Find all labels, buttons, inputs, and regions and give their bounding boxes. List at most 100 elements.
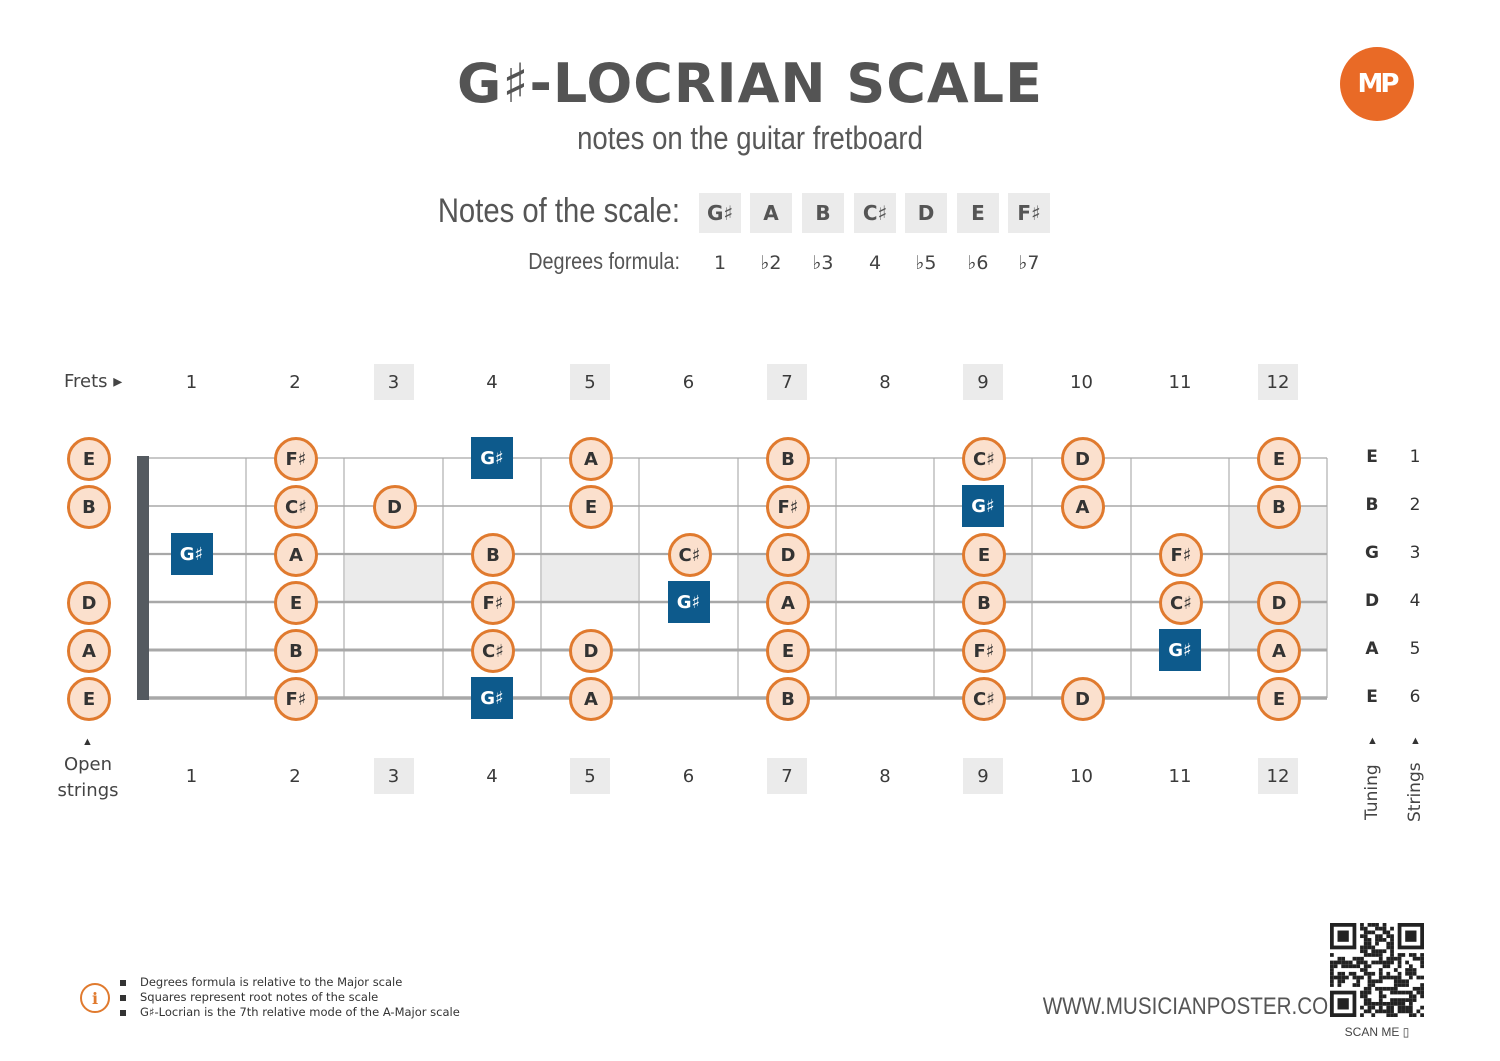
qr-module bbox=[1367, 971, 1372, 976]
fret-number: 11 bbox=[1168, 371, 1192, 393]
qr-module bbox=[1397, 956, 1402, 961]
qr-module bbox=[1397, 983, 1402, 987]
qr-module bbox=[1401, 1009, 1406, 1014]
qr-module bbox=[1408, 953, 1413, 957]
scale-note-circle: F♯ bbox=[274, 437, 318, 481]
qr-module bbox=[1382, 986, 1387, 991]
qr-module bbox=[1390, 1001, 1394, 1006]
scale-note-circle: B bbox=[766, 437, 810, 481]
qr-module bbox=[1375, 934, 1379, 939]
scale-note-circle: C♯ bbox=[962, 437, 1006, 481]
qr-module bbox=[1360, 990, 1364, 995]
qr-module bbox=[1390, 990, 1394, 995]
qr-module bbox=[1420, 983, 1424, 987]
qr-module bbox=[1397, 953, 1402, 957]
scale-note-circle: F♯ bbox=[1159, 533, 1203, 577]
qr-module bbox=[1390, 998, 1394, 1002]
qr-code[interactable] bbox=[1330, 923, 1424, 1017]
scale-note-circle: A bbox=[569, 437, 613, 481]
website-link[interactable]: WWW.MUSICIANPOSTER.COM bbox=[1042, 993, 1346, 1020]
qr-module bbox=[1360, 1005, 1364, 1010]
inlay-marker bbox=[1229, 506, 1327, 650]
qr-module bbox=[1367, 990, 1372, 995]
qr-module bbox=[1363, 945, 1368, 950]
qr-module bbox=[1348, 960, 1353, 965]
qr-module bbox=[1382, 1001, 1387, 1006]
qr-module bbox=[1382, 938, 1387, 942]
qr-module bbox=[1367, 983, 1372, 987]
qr-module bbox=[1378, 986, 1383, 991]
scale-note-box: B bbox=[802, 193, 844, 233]
qr-module bbox=[1375, 960, 1379, 965]
qr-module bbox=[1378, 953, 1383, 957]
qr-module bbox=[1382, 975, 1387, 980]
qr-module bbox=[1375, 938, 1379, 942]
open-strings-line-1: Open bbox=[63, 754, 113, 775]
fret-number: 7 bbox=[767, 364, 807, 400]
qr-module bbox=[1405, 990, 1409, 995]
qr-module bbox=[1337, 979, 1342, 984]
notes-of-scale-label: Notes of the scale: bbox=[437, 192, 680, 230]
qr-module bbox=[1378, 971, 1383, 976]
qr-module bbox=[1416, 975, 1421, 980]
qr-module bbox=[1420, 1013, 1424, 1017]
fret-number: 3 bbox=[373, 758, 414, 794]
qr-module bbox=[1390, 945, 1394, 950]
string-tuning: G bbox=[1365, 543, 1379, 563]
qr-module bbox=[1330, 975, 1334, 980]
scale-note-circle: D bbox=[67, 581, 111, 625]
qr-module bbox=[1386, 971, 1391, 976]
qr-module bbox=[1408, 1001, 1413, 1006]
qr-module bbox=[1393, 956, 1398, 961]
qr-module bbox=[1363, 926, 1368, 931]
qr-module bbox=[1378, 968, 1383, 972]
qr-module bbox=[1363, 1009, 1368, 1014]
qr-module bbox=[1386, 1005, 1391, 1010]
root-note-square: G♯ bbox=[471, 437, 513, 479]
fret-number: 10 bbox=[1070, 765, 1093, 787]
scale-note-circle: D bbox=[372, 485, 417, 529]
qr-module bbox=[1345, 964, 1349, 969]
qr-module bbox=[1393, 968, 1398, 972]
qr-module bbox=[1363, 960, 1368, 965]
qr-module bbox=[1367, 1001, 1372, 1006]
qr-module bbox=[1371, 979, 1376, 984]
qr-module bbox=[1360, 968, 1364, 972]
qr-module bbox=[1393, 986, 1398, 991]
qr-module bbox=[1371, 953, 1376, 957]
open-strings-label: Open strings bbox=[48, 752, 128, 804]
string-tuning: D bbox=[1364, 591, 1380, 611]
qr-module bbox=[1352, 975, 1357, 980]
qr-module bbox=[1348, 964, 1353, 969]
qr-module bbox=[1352, 964, 1357, 969]
qr-module bbox=[1401, 983, 1406, 987]
root-note-square: G♯ bbox=[1159, 629, 1201, 671]
scale-note-box: E bbox=[957, 193, 999, 233]
qr-module bbox=[1420, 956, 1424, 961]
qr-module bbox=[1405, 1005, 1409, 1010]
root-note-square: G♯ bbox=[471, 677, 513, 719]
qr-module bbox=[1330, 964, 1334, 969]
qr-module bbox=[1378, 979, 1383, 984]
qr-module bbox=[1341, 979, 1346, 984]
qr-module bbox=[1337, 956, 1342, 961]
qr-module bbox=[1352, 983, 1357, 987]
qr-module bbox=[1348, 971, 1353, 976]
qr-module bbox=[1378, 1005, 1383, 1010]
qr-module bbox=[1367, 930, 1372, 935]
qr-module bbox=[1367, 945, 1372, 950]
qr-module bbox=[1405, 971, 1409, 976]
phone-icon: ▯ bbox=[1402, 1025, 1410, 1039]
qr-module bbox=[1408, 990, 1413, 995]
qr-module bbox=[1393, 1013, 1398, 1017]
scale-note-circle: D bbox=[1060, 677, 1105, 721]
string-tuning: E bbox=[1366, 447, 1378, 467]
qr-module bbox=[1416, 990, 1421, 995]
degree-value: ♭3 bbox=[812, 252, 834, 274]
qr-module bbox=[1420, 964, 1424, 969]
string-tuning: B bbox=[1365, 495, 1379, 515]
degree-value: ♭5 bbox=[915, 252, 937, 274]
qr-module bbox=[1393, 975, 1398, 980]
scale-note-box: G♯ bbox=[699, 193, 741, 233]
qr-module bbox=[1375, 986, 1379, 991]
